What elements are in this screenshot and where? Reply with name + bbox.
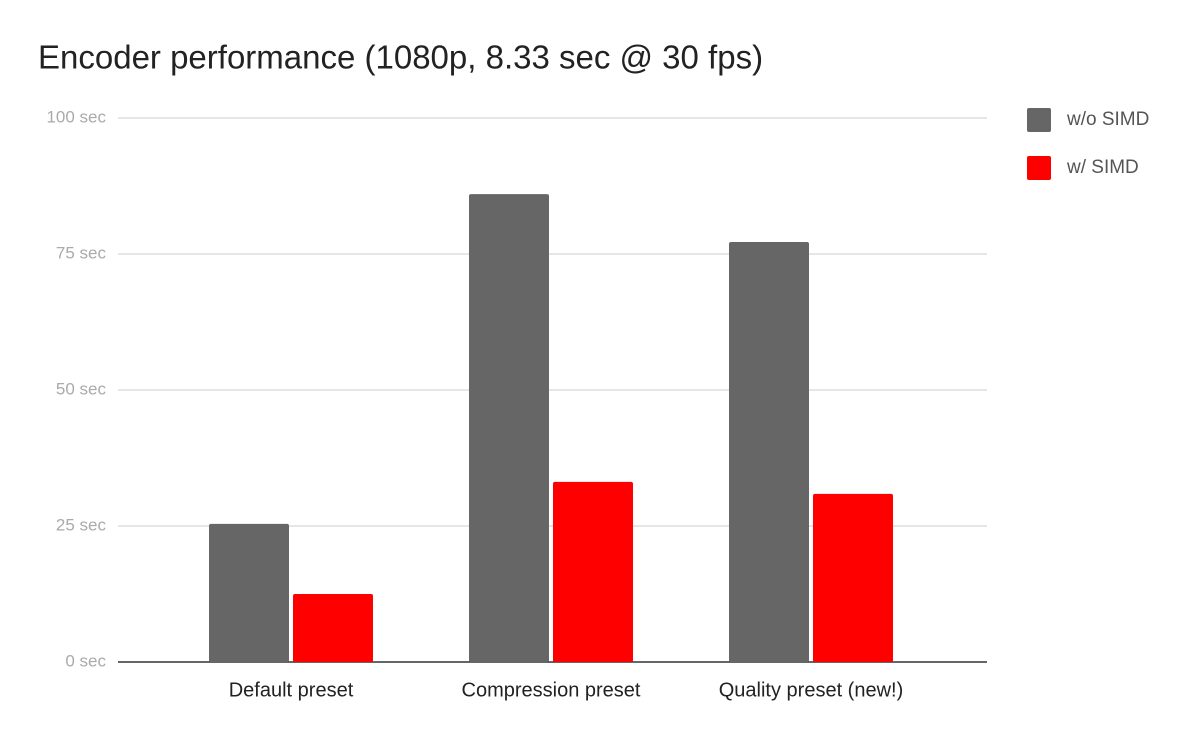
chart-title: Encoder performance (1080p, 8.33 sec @ 3… [38, 39, 763, 76]
x-tick-label: Compression preset [462, 679, 641, 701]
bar [553, 481, 633, 662]
x-tick-label: Default preset [229, 679, 354, 701]
bar [813, 493, 893, 662]
x-tick-label: Quality preset (new!) [719, 679, 904, 701]
y-tick-label: 0 sec [65, 651, 106, 670]
bar [293, 594, 373, 662]
bar [209, 523, 289, 662]
legend-label: w/ SIMD [1066, 157, 1139, 178]
legend-swatch [1027, 108, 1051, 132]
y-tick-label: 75 sec [56, 243, 107, 262]
legend-swatch [1027, 156, 1051, 180]
y-tick-label: 25 sec [56, 515, 107, 534]
bar [729, 242, 809, 663]
y-tick-label: 50 sec [56, 379, 107, 398]
y-tick-label: 100 sec [46, 107, 106, 126]
legend-label: w/o SIMD [1066, 109, 1149, 130]
bar [469, 194, 549, 662]
